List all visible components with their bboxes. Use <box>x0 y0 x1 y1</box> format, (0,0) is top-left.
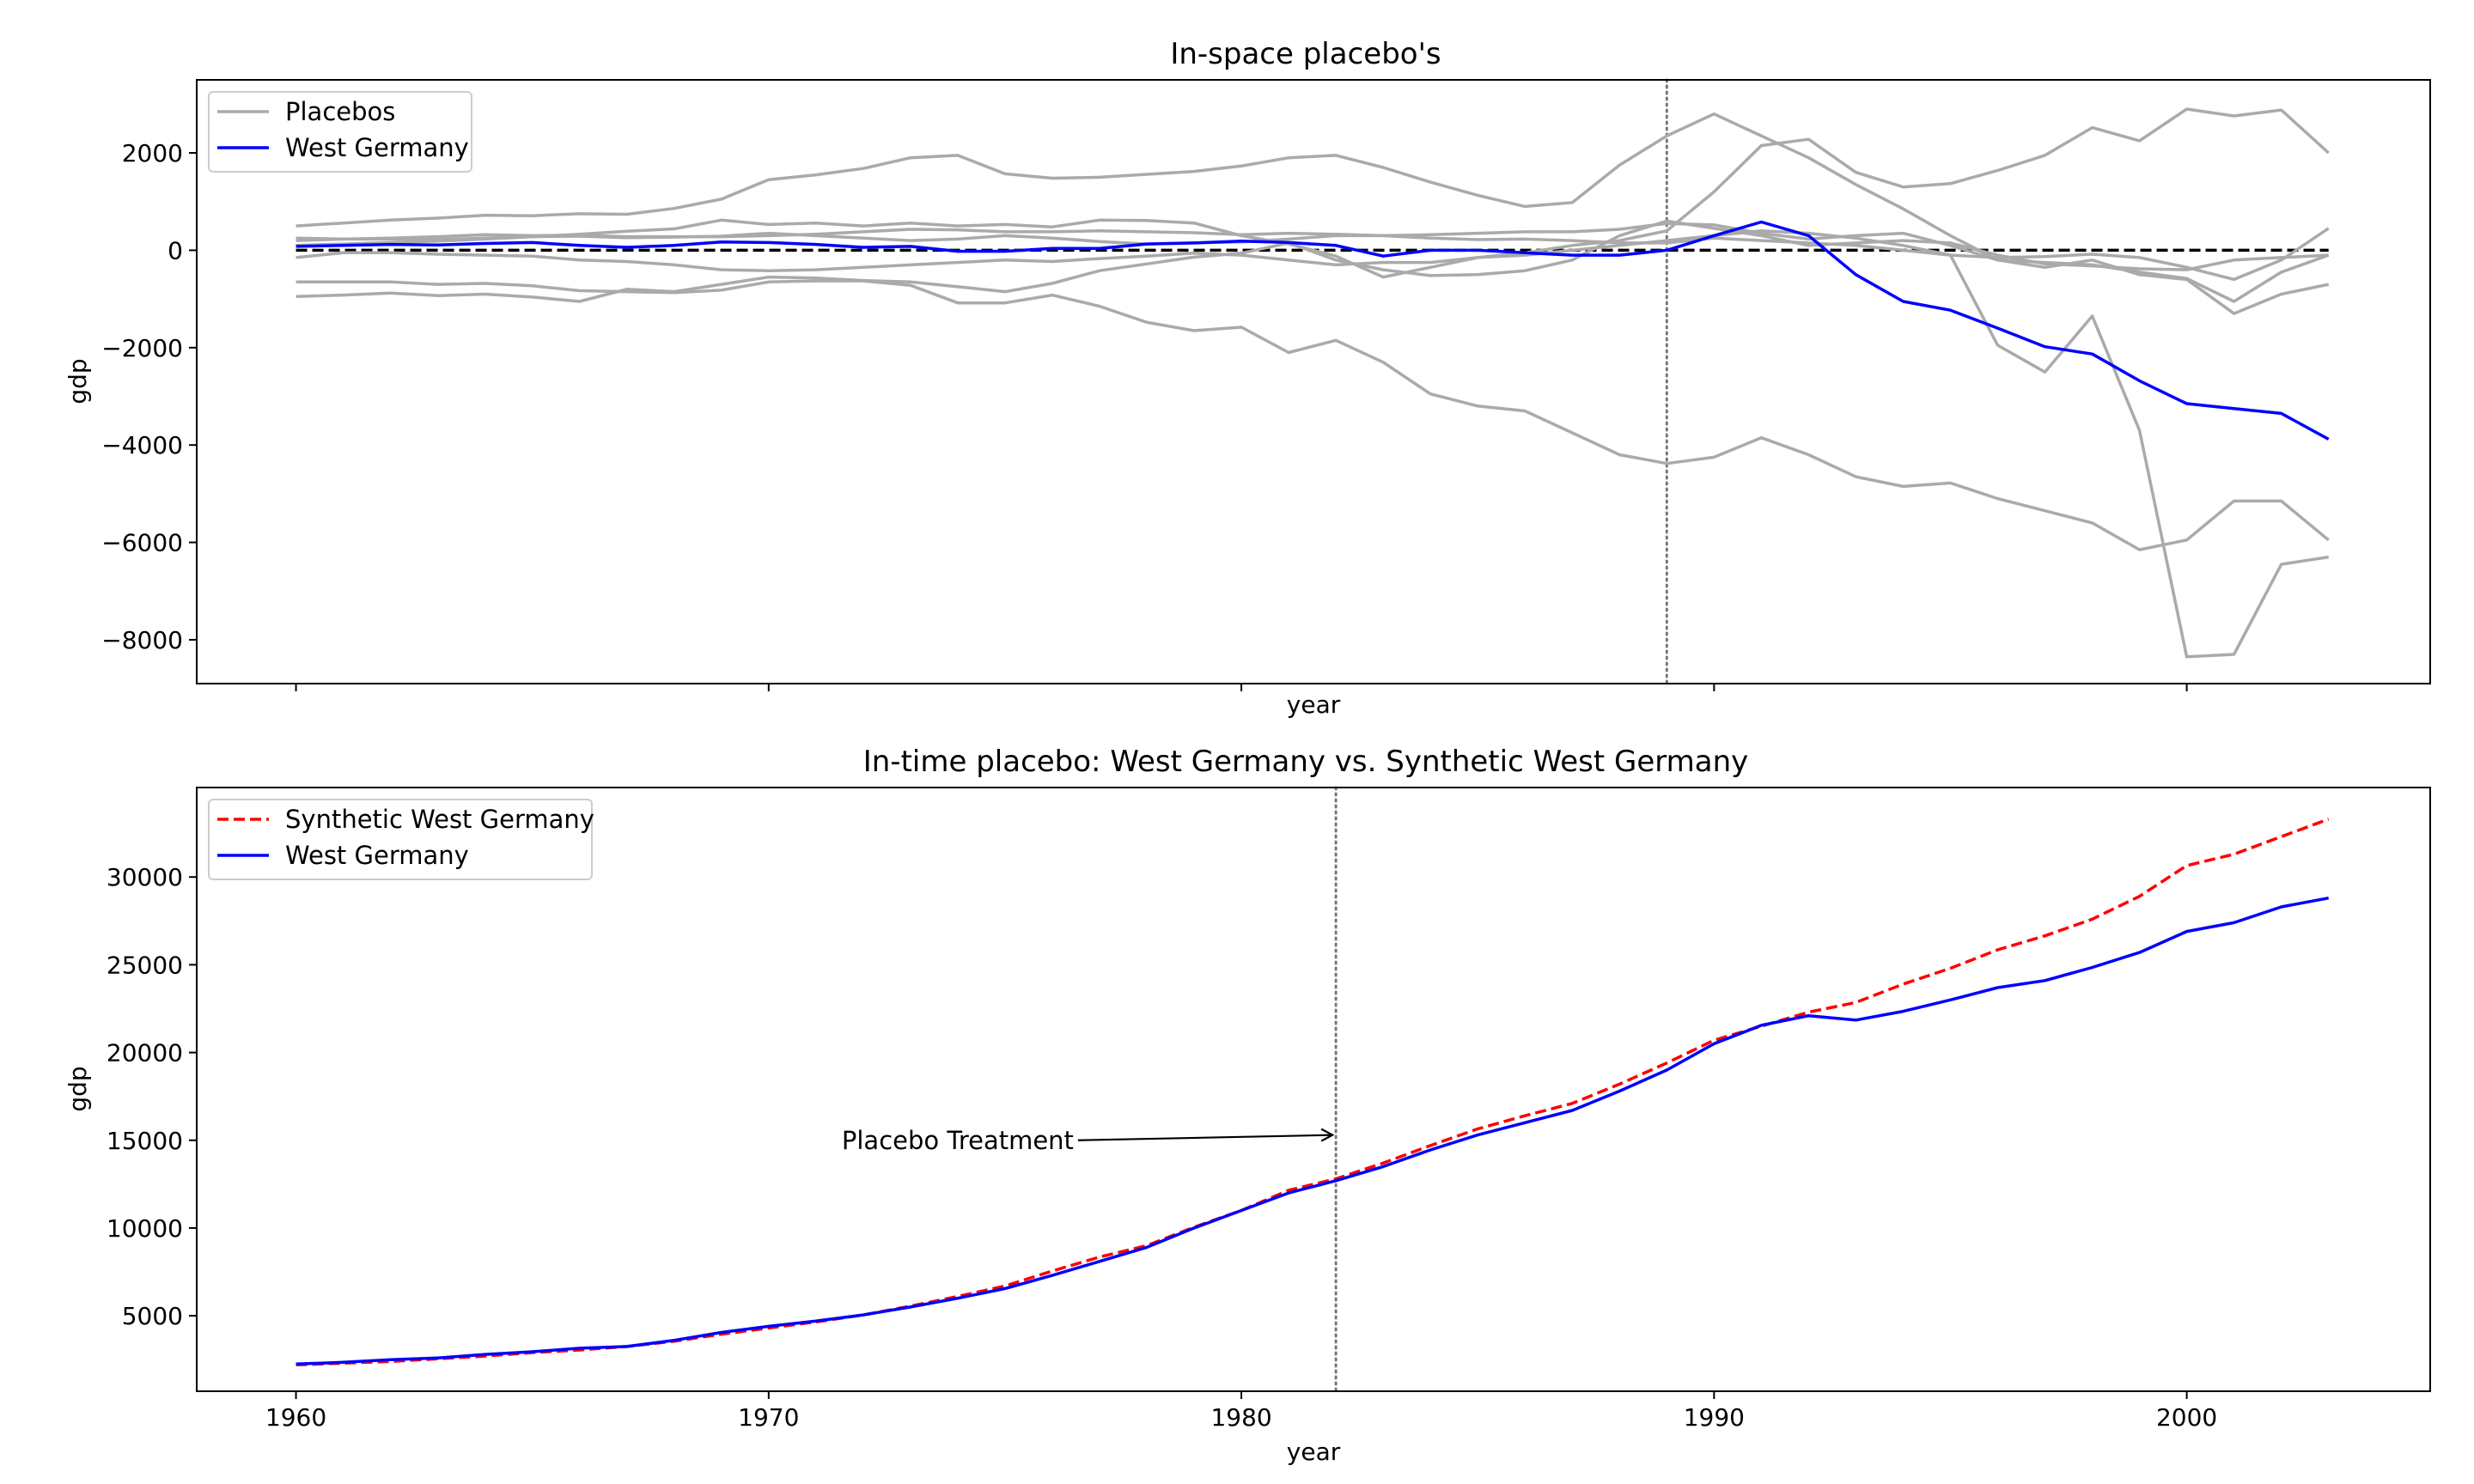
top-ytick-label-4: −6000 <box>101 529 183 557</box>
bottom-x-axis-label: year <box>1287 1438 1341 1466</box>
top-series-west-germany-7 <box>296 220 2330 441</box>
bottom-legend-synthetic-label: Synthetic West Germany <box>285 805 594 834</box>
top-legend-west-germany-label: West Germany <box>285 133 469 162</box>
bottom-xtick-label-0: 1960 <box>265 1403 326 1432</box>
bottom-xtick-label-1: 1970 <box>738 1403 799 1432</box>
bottom-legend: Synthetic West Germany West Germany <box>208 799 594 880</box>
bottom-xtick-label-3: 1990 <box>1684 1403 1745 1432</box>
top-series-placebos-5 <box>296 229 2329 659</box>
bottom-xtick-label-4: 2000 <box>2156 1403 2217 1432</box>
top-ytick-label-1: 0 <box>168 236 183 265</box>
bottom-ytick-label-3: 15000 <box>107 1127 183 1155</box>
bottom-annotation-arrow-head <box>1320 1128 1335 1142</box>
bottom-ytick-label-4: 10000 <box>107 1214 183 1243</box>
top-legend-box <box>208 91 472 173</box>
top-series-placebos-6 <box>296 227 2330 282</box>
top-chart: In-space placebo's 2000 0 −2000 −4000 −6000 −… <box>64 37 2431 719</box>
top-series-placebos-3 <box>296 219 2329 303</box>
bottom-series-west-germany-1 <box>296 896 2330 1366</box>
bottom-annotation-arrow-line <box>1077 1134 1333 1141</box>
bottom-plot-frame <box>196 787 2431 1392</box>
top-chart-title: In-space placebo's <box>1170 37 1441 71</box>
bottom-y-axis-label: gdp <box>64 1066 92 1111</box>
top-ytick-label-5: −8000 <box>101 626 183 654</box>
bottom-ytick-label-2: 20000 <box>107 1039 183 1067</box>
bottom-annotation-text: Placebo Treatment <box>842 1126 1074 1155</box>
top-legend-placebos-label: Placebos <box>285 97 395 126</box>
top-ytick-label-2: −2000 <box>101 334 183 362</box>
bottom-ytick-label-0: 30000 <box>107 863 183 891</box>
bottom-legend-box <box>208 799 593 880</box>
bottom-ytick-label-1: 25000 <box>107 951 183 979</box>
top-plot-frame <box>196 79 2431 684</box>
bottom-legend-west-germany-label: West Germany <box>285 841 469 870</box>
bottom-xtick-label-2: 1980 <box>1210 1403 1271 1432</box>
top-legend: Placebos West Germany <box>208 91 472 173</box>
top-ytick-label-3: −4000 <box>101 431 183 459</box>
bottom-series-synthetic-west-germany-0 <box>296 818 2330 1367</box>
bottom-chart: In-time placebo: West Germany vs. Synthe… <box>64 745 2431 1466</box>
top-ytick-label-0: 2000 <box>122 139 183 167</box>
bottom-chart-title: In-time placebo: West Germany vs. Synthe… <box>863 745 1749 779</box>
top-series-placebos-4 <box>296 279 2330 551</box>
top-x-axis-label: year <box>1287 690 1341 719</box>
top-y-axis-label: gdp <box>64 358 92 404</box>
bottom-ytick-label-5: 5000 <box>122 1302 183 1330</box>
